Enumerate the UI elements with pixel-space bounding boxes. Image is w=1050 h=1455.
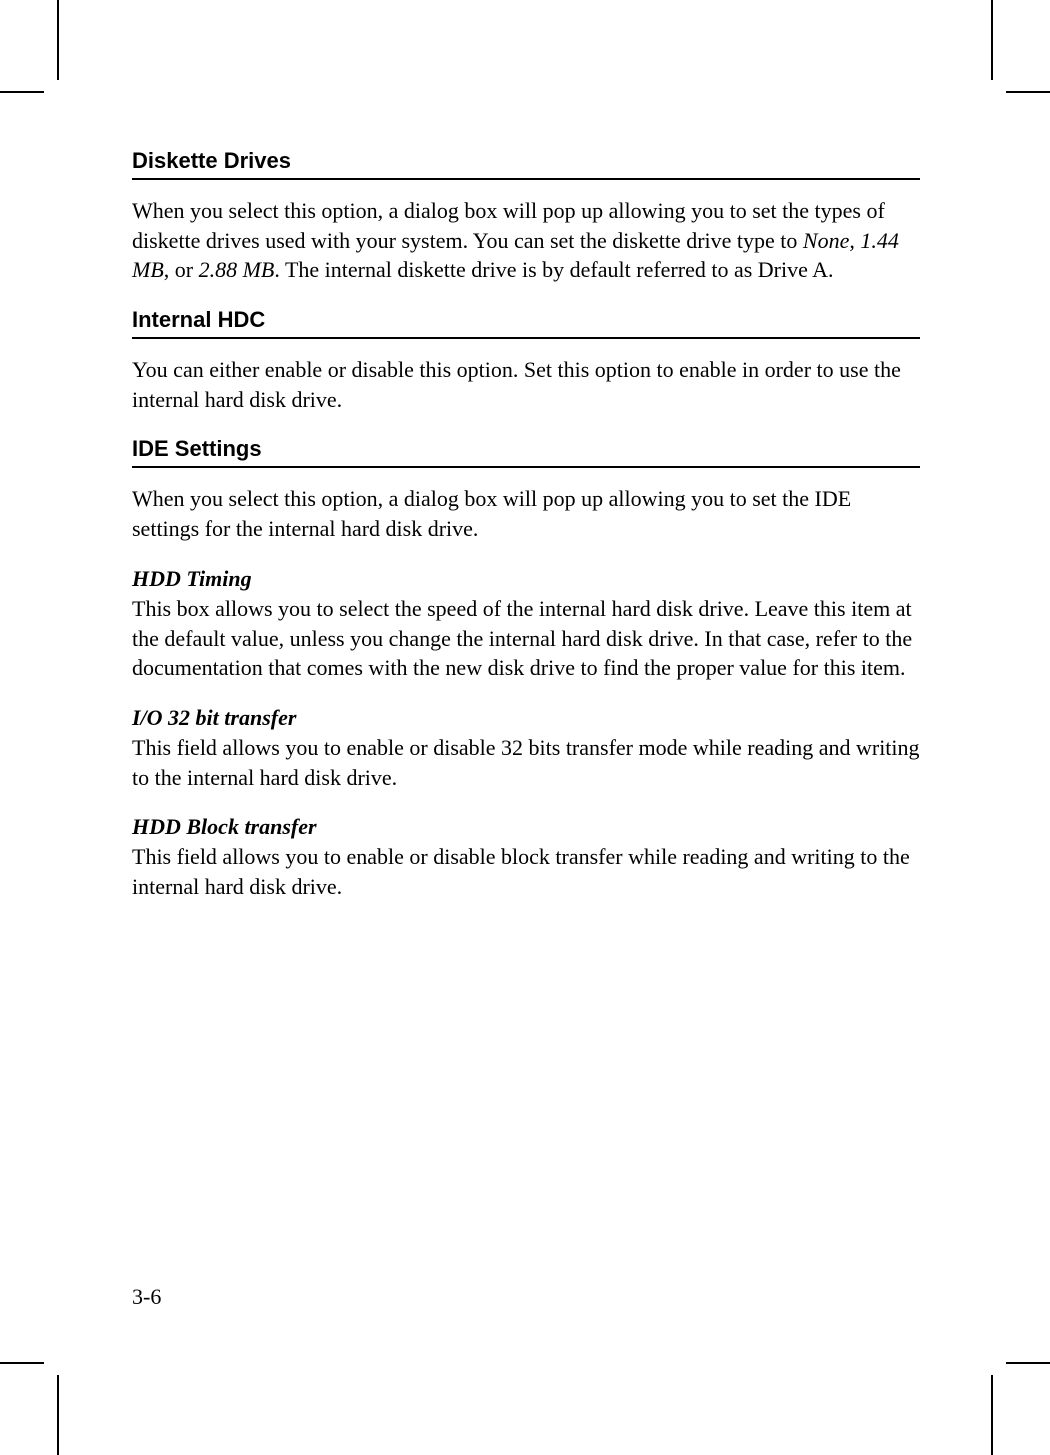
subheading-hdd-block: HDD Block transfer: [132, 814, 920, 840]
crop-mark: [57, 1375, 59, 1455]
text-italic: 2.88 MB: [199, 257, 275, 282]
crop-mark: [0, 91, 44, 93]
heading-ide-settings: IDE Settings: [132, 436, 920, 468]
crop-mark: [1006, 1362, 1050, 1364]
paragraph-io-32bit: This field allows you to enable or disab…: [132, 733, 920, 792]
paragraph-ide: When you select this option, a dialog bo…: [132, 484, 920, 543]
subheading-hdd-timing: HDD Timing: [132, 566, 920, 592]
crop-mark: [991, 0, 993, 80]
crop-mark: [0, 1362, 44, 1364]
page-content: Diskette Drives When you select this opt…: [132, 148, 920, 924]
text: , or: [164, 257, 199, 282]
crop-mark: [1006, 91, 1050, 93]
paragraph-internal-hdc: You can either enable or disable this op…: [132, 355, 920, 414]
paragraph-hdd-timing: This box allows you to select the speed …: [132, 594, 920, 683]
paragraph-hdd-block: This field allows you to enable or disab…: [132, 842, 920, 901]
crop-mark: [57, 0, 59, 80]
crop-mark: [991, 1375, 993, 1455]
text: When you select this option, a dialog bo…: [132, 198, 885, 253]
subheading-io-32bit: I/O 32 bit transfer: [132, 705, 920, 731]
heading-internal-hdc: Internal HDC: [132, 307, 920, 339]
heading-diskette-drives: Diskette Drives: [132, 148, 920, 180]
page-number: 3-6: [132, 1284, 161, 1310]
text: . The internal diskette drive is by defa…: [274, 257, 833, 282]
paragraph-diskette: When you select this option, a dialog bo…: [132, 196, 920, 285]
